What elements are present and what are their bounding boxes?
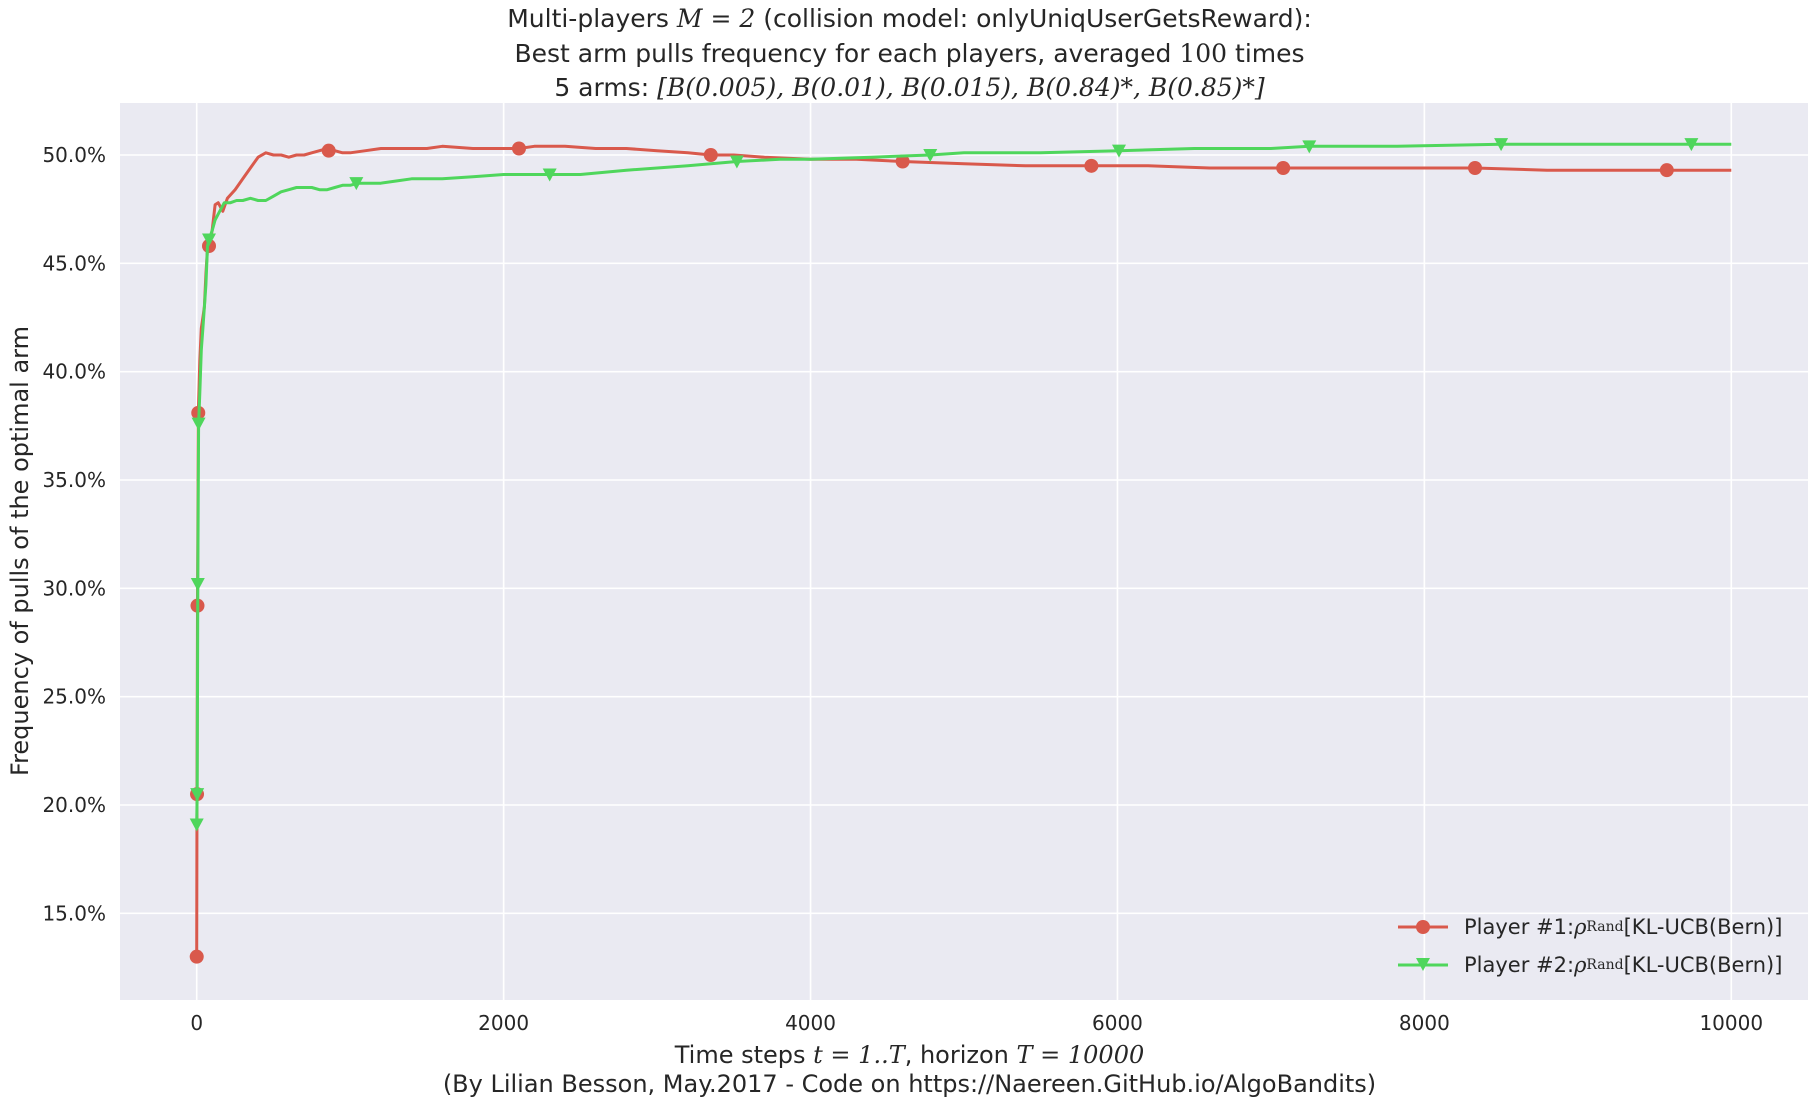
data-point-player-1: [1084, 158, 1099, 173]
legend-marker-triangle: [1398, 958, 1448, 971]
y-tick-label: 20.0%: [42, 793, 106, 817]
x-tick-label: 10000: [1699, 1011, 1763, 1035]
data-point-player-2: [1111, 144, 1126, 158]
x-tick-label: 2000: [478, 1011, 529, 1035]
data-point-player-1: [321, 143, 336, 158]
y-tick-label: 50.0%: [42, 143, 106, 167]
legend-algo-2: [KL-UCB(Bern)]: [1623, 953, 1783, 977]
legend-rho-2: ρ: [1574, 953, 1587, 977]
legend-item-player-2: Player #2: ρ Rand [KL-UCB(Bern)]: [1398, 946, 1782, 984]
legend-label-player-2: Player #2:: [1464, 953, 1575, 977]
legend-label-player-1: Player #1:: [1464, 915, 1575, 939]
data-point-player-2: [349, 177, 364, 191]
y-tick-label: 35.0%: [42, 468, 106, 492]
x-axis-label: Time steps t = 1..T, horizon T = 10000: [674, 1041, 1145, 1069]
y-tick-label: 25.0%: [42, 685, 106, 709]
data-point-player-1: [895, 154, 910, 169]
data-point-player-2: [1302, 140, 1317, 154]
data-point-player-2: [190, 578, 205, 591]
chart-title-line-1: Multi-players M = 2 (collision model: on…: [507, 4, 1312, 33]
y-tick-label: 45.0%: [42, 251, 106, 275]
legend-algo-1: [KL-UCB(Bern)]: [1623, 915, 1783, 939]
data-point-player-2: [729, 155, 744, 169]
chart-title-line-3: 5 arms: [B(0.005), B(0.01), B(0.015), B(…: [554, 73, 1265, 102]
chart-caption: (By Lilian Besson, May.2017 - Code on ht…: [442, 1070, 1377, 1098]
data-point-player-2: [542, 168, 557, 182]
data-point-player-2: [1494, 138, 1509, 152]
data-point-player-1: [511, 141, 526, 156]
x-tick-label: 4000: [785, 1011, 836, 1035]
legend-sup-2: Rand: [1586, 957, 1624, 973]
legend-sup-1: Rand: [1586, 919, 1624, 935]
data-point-player-2: [202, 233, 217, 247]
chart-title-line-2: Best arm pulls frequency for each player…: [514, 39, 1305, 68]
series-lines: [189, 138, 1732, 964]
y-axis-label: Frequency of pulls of the optimal arm: [6, 326, 34, 776]
data-point-player-1: [189, 949, 204, 964]
data-point-player-1: [1468, 161, 1483, 175]
y-tick-label: 30.0%: [42, 576, 106, 600]
x-tick-label: 0: [190, 1011, 203, 1035]
x-tick-label: 8000: [1399, 1011, 1450, 1035]
grid: [120, 103, 1808, 1000]
data-point-player-2: [189, 818, 204, 832]
tick-labels: 0 2000 4000 6000 8000 10000 15.0% 20.0% 25.0% 30.…: [42, 143, 1763, 1035]
y-tick-label: 15.0%: [42, 901, 106, 925]
data-point-player-2: [190, 788, 205, 802]
x-tick-label: 6000: [1092, 1011, 1143, 1035]
data-point-player-2: [1684, 138, 1699, 152]
data-point-player-1: [1276, 161, 1291, 175]
legend-rho-1: ρ: [1574, 915, 1587, 939]
plot-area: [120, 103, 1808, 1000]
legend: Player #1: ρ Rand [KL-UCB(Bern)] Player #2…: [1398, 908, 1782, 984]
y-tick-label: 40.0%: [42, 360, 106, 384]
data-point-player-1: [1659, 163, 1674, 178]
legend-item-player-1: Player #1: ρ Rand [KL-UCB(Bern)]: [1398, 908, 1782, 946]
data-point-player-2: [923, 149, 938, 162]
data-point-player-2: [191, 417, 206, 431]
data-point-player-1: [703, 148, 718, 162]
legend-marker-circle: [1398, 920, 1448, 934]
